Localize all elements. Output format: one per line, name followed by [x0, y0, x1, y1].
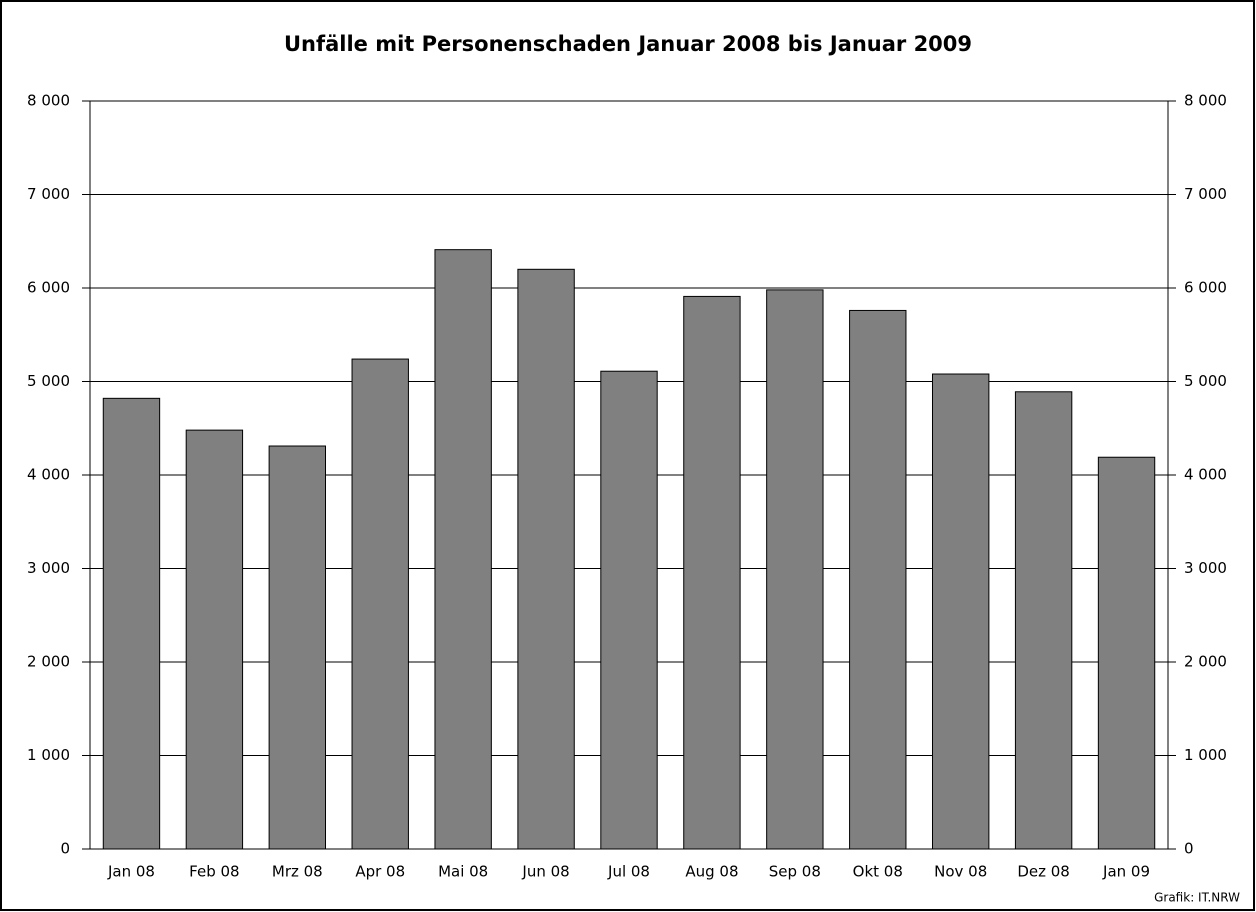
y-tick-label: 6 000: [27, 279, 70, 297]
bar: [849, 309, 907, 850]
y-tick-label: 8 000: [27, 92, 70, 110]
bar: [600, 370, 658, 850]
bar: [102, 397, 161, 850]
x-tick-label: Aug 08: [685, 863, 738, 881]
bar: [268, 445, 327, 850]
y-tick-label: 5 000: [27, 372, 70, 390]
bar: [683, 295, 741, 850]
y2-tick-label: 3 000: [1184, 559, 1227, 577]
bar: [351, 358, 409, 850]
y2-tick-label: 0: [1184, 840, 1194, 858]
x-tick-label: Jun 08: [521, 863, 569, 881]
y2-tick-label: 6 000: [1184, 279, 1227, 297]
y-tick-label: 3 000: [27, 559, 70, 577]
bar: [434, 249, 492, 850]
x-tick-label: Okt 08: [853, 863, 903, 881]
y-tick-label: 7 000: [27, 185, 70, 203]
bar: [185, 429, 244, 850]
y2-tick-label: 2 000: [1184, 653, 1227, 671]
y2-tick-label: 5 000: [1184, 372, 1227, 390]
x-tick-label: Apr 08: [355, 863, 405, 881]
x-tick-label: Mrz 08: [272, 863, 323, 881]
x-tick-label: Nov 08: [934, 863, 987, 881]
x-tick-label: Jan 09: [1102, 863, 1150, 881]
y-tick-label: 1 000: [27, 746, 70, 764]
y-tick-label: 0: [60, 840, 70, 858]
y2-tick-label: 1 000: [1184, 746, 1227, 764]
y2-tick-label: 8 000: [1184, 92, 1227, 110]
bar: [766, 289, 824, 850]
source: Grafik: IT.NRW: [1154, 891, 1240, 905]
x-tick-label: Sep 08: [769, 863, 821, 881]
x-tick-label: Jul 08: [607, 863, 650, 881]
bar: [1014, 391, 1073, 850]
y-tick-label: 4 000: [27, 466, 70, 484]
bar: [1097, 456, 1156, 850]
y2-tick-label: 7 000: [1184, 185, 1227, 203]
x-tick-label: Dez 08: [1017, 863, 1070, 881]
bar: [517, 268, 575, 850]
bar: [931, 373, 990, 850]
y-tick-label: 2 000: [27, 653, 70, 671]
x-tick-label: Feb 08: [189, 863, 239, 881]
x-tick-label: Jan 08: [107, 863, 155, 881]
y2-tick-label: 4 000: [1184, 466, 1227, 484]
x-tick-label: Mai 08: [438, 863, 488, 881]
chart-title: Unfälle mit Personenschaden Januar 2008 …: [284, 32, 972, 56]
